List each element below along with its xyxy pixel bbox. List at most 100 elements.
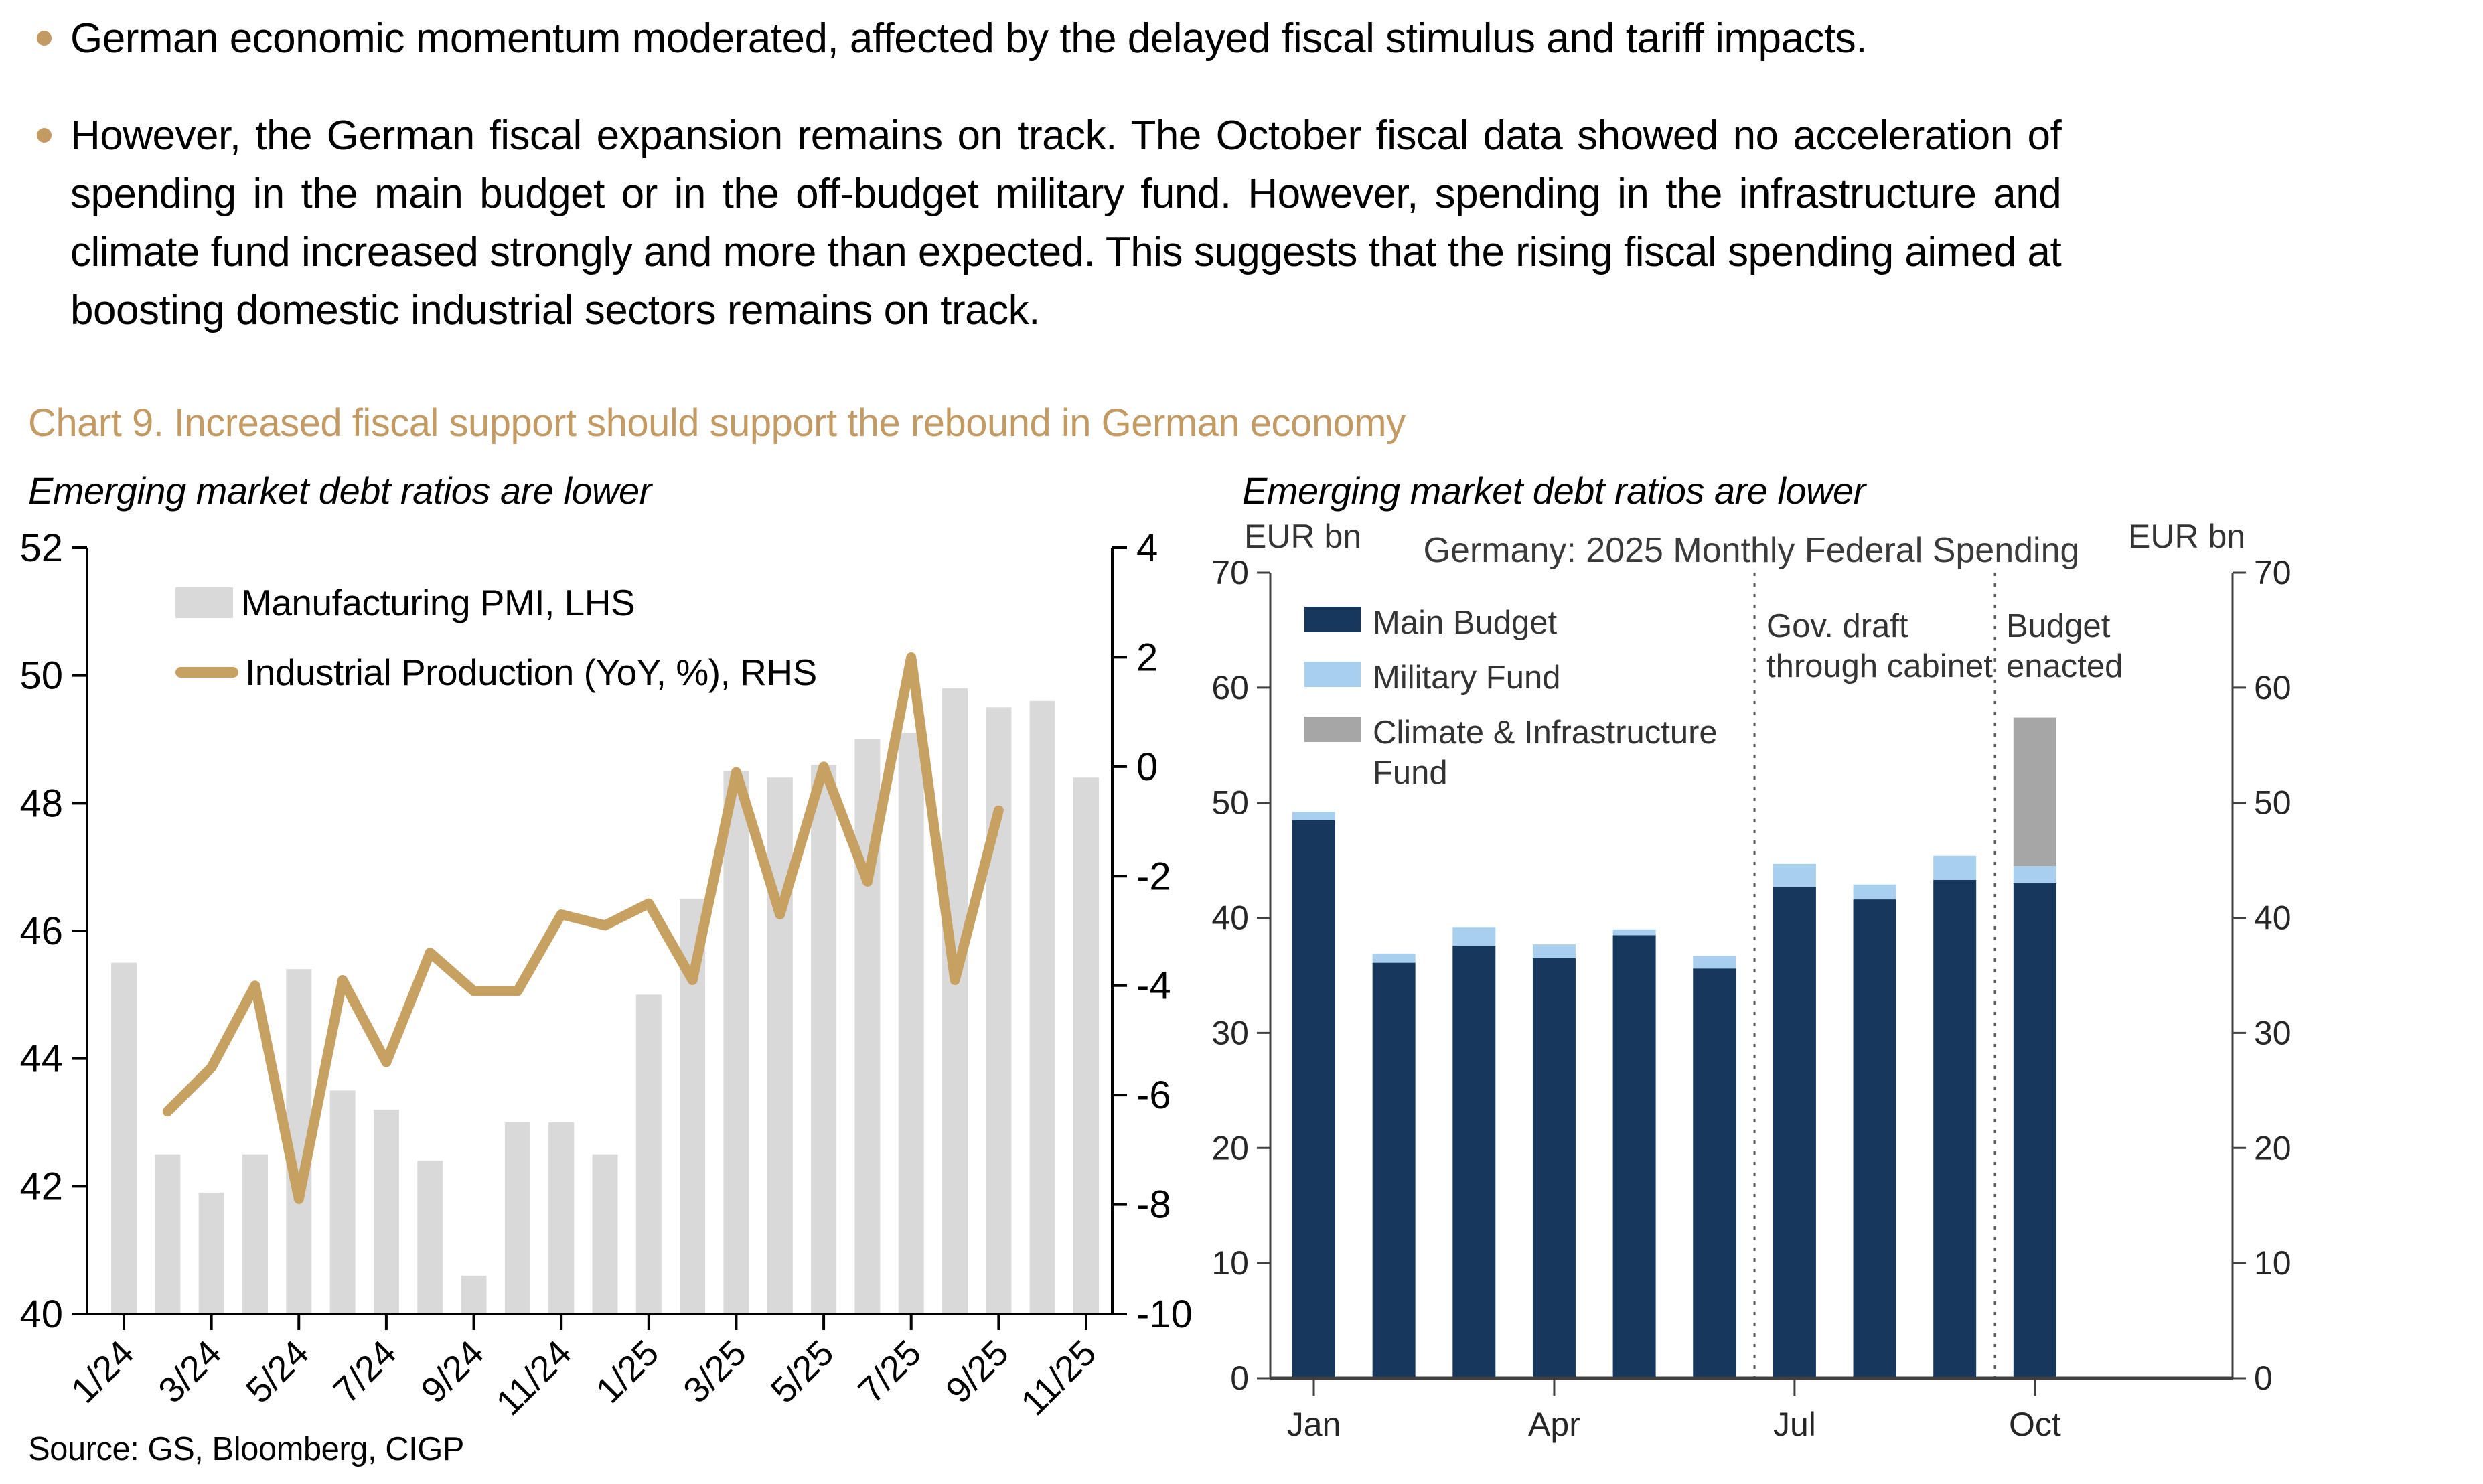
spending-bar-segment xyxy=(1372,962,1416,1378)
x-axis-label: 3/24 xyxy=(151,1333,229,1411)
legend-item-manufacturing-pmi: Manufacturing PMI, LHS xyxy=(175,581,817,624)
bullet-2-line-3: climate fund increased strongly and more… xyxy=(70,229,2062,275)
main-budget-swatch-icon xyxy=(1304,607,1361,632)
pmi-bar xyxy=(198,1192,224,1314)
chart-section-title: Chart 9. Increased fiscal support should… xyxy=(28,401,1406,445)
legend-item-military-fund: Military Fund xyxy=(1304,658,1775,698)
right-axis-label: 50 xyxy=(2254,784,2291,822)
source-note: Source: GS, Bloomberg, CIGP xyxy=(28,1431,465,1467)
spending-bar-segment xyxy=(1933,879,1977,1378)
x-axis-label: 11/24 xyxy=(489,1333,579,1423)
x-axis-label: 7/24 xyxy=(326,1333,404,1411)
bullet-2-line-1: However, the German fiscal expansion rem… xyxy=(70,113,2062,159)
left-axis-label: 46 xyxy=(19,909,63,953)
left-axis-label: 50 xyxy=(19,654,63,698)
bullet-item-1: German economic momentum moderated, affe… xyxy=(37,9,2481,68)
right-axis-label: 40 xyxy=(2254,899,2291,937)
right-axis-label: 2 xyxy=(1136,636,1158,679)
spending-bar-segment xyxy=(1693,968,1736,1378)
left-axis-label: 30 xyxy=(1211,1014,1249,1051)
spending-bar-segment xyxy=(1292,820,1335,1378)
right-chart-subtitle: Emerging market debt ratios are lower xyxy=(1242,469,1866,512)
left-chart-subtitle: Emerging market debt ratios are lower xyxy=(28,469,652,512)
pmi-bar xyxy=(548,1122,575,1314)
spending-bar-segment xyxy=(2013,883,2056,1378)
spending-bar-segment xyxy=(1372,953,1416,963)
right-chart-legend: Main Budget Military Fund Climate & Infr… xyxy=(1304,603,1775,808)
x-axis-label: Jan xyxy=(1287,1406,1341,1443)
pmi-bar-swatch-icon xyxy=(175,587,233,618)
spending-bar-segment xyxy=(1452,945,1496,1378)
spending-bar-segment xyxy=(1773,863,1816,887)
right-axis-label: 4 xyxy=(1136,526,1158,570)
left-axis-label: 44 xyxy=(19,1037,63,1081)
pmi-bar xyxy=(942,688,968,1314)
x-axis-label: 1/25 xyxy=(589,1333,667,1411)
left-axis-label: 0 xyxy=(1230,1359,1249,1397)
bullet-item-2: However, the German fiscal expansion rem… xyxy=(37,106,2481,340)
left-axis-unit-label: EUR bn xyxy=(1244,518,1362,555)
legend-label: Manufacturing PMI, LHS xyxy=(241,582,635,623)
pmi-bar xyxy=(1029,700,1055,1314)
spending-bar-segment xyxy=(1853,899,1896,1378)
spending-bar-segment xyxy=(1452,927,1496,946)
pmi-bar xyxy=(417,1161,443,1314)
left-axis-label: 20 xyxy=(1211,1129,1249,1167)
left-axis-label: 10 xyxy=(1211,1244,1249,1282)
legend-item-industrial-production: Industrial Production (YoY, %), RHS xyxy=(175,651,817,694)
x-axis-label: 9/24 xyxy=(413,1333,492,1411)
spending-bar-segment xyxy=(1853,884,1896,900)
military-fund-swatch-icon xyxy=(1304,662,1361,687)
bullet-1-text: German economic momentum moderated, affe… xyxy=(70,15,1867,62)
pmi-bar xyxy=(461,1275,487,1314)
industrial-production-line xyxy=(162,652,1004,1204)
annotation-line: enacted xyxy=(2006,648,2123,684)
bullet-2-text: However, the German fiscal expansion rem… xyxy=(70,106,2062,340)
x-axis-label: 9/25 xyxy=(938,1333,1017,1411)
right-axis-label: 20 xyxy=(2254,1129,2291,1167)
pmi-bar xyxy=(155,1154,181,1314)
spending-bar-segment xyxy=(2013,866,2056,884)
x-axis-label: 1/24 xyxy=(64,1333,142,1411)
spending-bar-segment xyxy=(1612,935,1656,1378)
left-axis-label: 48 xyxy=(19,782,63,825)
right-axis-label: 10 xyxy=(2254,1244,2291,1282)
right-axis-label: 0 xyxy=(1136,745,1158,789)
x-axis-label: 5/24 xyxy=(238,1333,317,1411)
right-axis-label: 70 xyxy=(2254,554,2291,591)
right-axis-label: 60 xyxy=(2254,669,2291,707)
left-chart-panel: Emerging market debt ratios are lower 52… xyxy=(0,469,1205,1484)
pmi-bar xyxy=(986,707,1012,1314)
right-axis-label: -2 xyxy=(1136,855,1171,898)
spending-bar-segment xyxy=(2013,717,2056,867)
right-axis-label: -8 xyxy=(1136,1183,1171,1227)
left-axis-label: 42 xyxy=(19,1165,63,1208)
left-axis-label: 40 xyxy=(19,1292,63,1336)
right-axis-unit-label: EUR bn xyxy=(2128,518,2246,555)
x-axis-label: 7/25 xyxy=(850,1333,929,1411)
climate-fund-swatch-icon xyxy=(1304,717,1361,742)
legend-label: Climate & Infrastructure Fund xyxy=(1373,715,1718,791)
line-swatch-icon xyxy=(175,667,238,678)
spending-bar-segment xyxy=(1532,958,1576,1378)
legend-label: Military Fund xyxy=(1373,660,1561,696)
pmi-bar xyxy=(504,1122,530,1314)
left-axis-label: 60 xyxy=(1211,669,1249,707)
left-axis-label: 50 xyxy=(1211,784,1249,822)
right-axis-label: 0 xyxy=(2254,1359,2273,1397)
x-axis-label: Oct xyxy=(2009,1406,2061,1443)
bullet-icon xyxy=(37,31,52,46)
spending-bar-segment xyxy=(1933,855,1977,880)
federal-spending-chart: 0 0 10 10 20 20 30 30 40 40 50 50 60 60 70 70 Jan Apr Jul O… xyxy=(1211,554,2291,1443)
spending-bar-segment xyxy=(1773,887,1816,1378)
x-axis-label: 11/25 xyxy=(1013,1333,1104,1423)
right-chart-title: Germany: 2025 Monthly Federal Spending xyxy=(1423,531,2080,570)
spending-bar-segment xyxy=(1693,956,1736,969)
pmi-bar xyxy=(898,733,924,1314)
pmi-bar xyxy=(329,1090,356,1314)
spending-bar-segment xyxy=(1612,929,1656,936)
x-axis-label: Jul xyxy=(1773,1406,1816,1443)
right-axis-label: 30 xyxy=(2254,1014,2291,1051)
